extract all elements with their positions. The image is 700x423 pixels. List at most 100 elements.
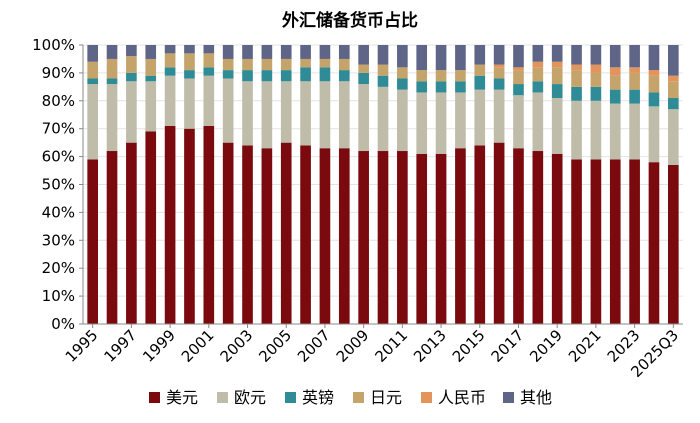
bar-segment: [145, 45, 157, 59]
x-tick-label: 2021: [565, 326, 605, 366]
legend-swatch: [503, 392, 514, 403]
bar-segment: [648, 162, 660, 324]
bar-segment: [319, 81, 331, 149]
bar-segment: [338, 148, 350, 324]
bar-segment: [222, 78, 234, 143]
x-tick-label: 2005: [255, 326, 295, 366]
bar-segment: [280, 45, 292, 59]
bar-segment: [203, 75, 215, 126]
bar-segment: [222, 45, 234, 59]
bar-segment: [126, 81, 137, 143]
x-tick-label: 1999: [139, 326, 179, 366]
bar-segment: [145, 75, 157, 82]
bar-segment: [629, 89, 640, 104]
bar-segment: [261, 148, 273, 324]
bar-segment: [571, 70, 582, 87]
bar-segment: [358, 45, 369, 65]
legend-label: 其他: [520, 388, 552, 407]
bar-segment: [416, 70, 428, 82]
y-tick-label: 10%: [42, 287, 75, 305]
bar-segment: [590, 72, 602, 87]
bar-segment: [571, 159, 582, 324]
bar-segment: [416, 45, 428, 71]
bar-segment: [455, 45, 466, 71]
x-tick-label: 2011: [371, 326, 411, 366]
legend-swatch: [353, 392, 364, 403]
bar-segment: [571, 86, 582, 101]
bar-segment: [668, 45, 679, 76]
bar-segment: [590, 159, 602, 324]
x-tick-label: 2007: [294, 326, 334, 366]
bar-segment: [629, 159, 640, 324]
y-tick-label: 20%: [42, 259, 75, 277]
bar-segment: [222, 70, 234, 79]
bar-segment: [358, 64, 369, 73]
bar-segment: [164, 75, 176, 126]
legend-label: 美元: [166, 388, 198, 407]
bar-segment: [648, 106, 660, 163]
bar-segment: [338, 81, 350, 149]
bar-segment: [609, 159, 621, 324]
bar-segment: [203, 53, 215, 68]
bar-segment: [668, 164, 679, 324]
bar-segment: [551, 84, 563, 99]
bar-segment: [590, 100, 602, 160]
bar-segment: [590, 86, 602, 101]
bar-segment: [397, 151, 408, 324]
bar-segment: [551, 45, 563, 62]
y-tick-label: 90%: [42, 64, 75, 82]
bar-segment: [145, 131, 157, 324]
legend-label: 人民币: [438, 388, 486, 407]
bar-segment: [280, 81, 292, 143]
bar-segment: [513, 70, 524, 85]
bar-segment: [474, 89, 486, 146]
x-tick-label: 1997: [100, 326, 140, 366]
bar-segment: [609, 67, 621, 76]
bar-segment: [261, 70, 273, 82]
bar-segment: [203, 67, 215, 76]
bar-segment: [338, 45, 350, 59]
legend-swatch: [149, 392, 160, 403]
bar-segment: [513, 45, 524, 68]
bar-segment: [377, 151, 389, 324]
y-tick-label: 60%: [42, 148, 75, 166]
bar-segment: [184, 128, 195, 324]
bar-segment: [261, 81, 273, 149]
bar-segment: [87, 45, 98, 62]
bar-segment: [184, 78, 195, 129]
bar-segment: [416, 92, 428, 154]
bar-segment: [609, 103, 621, 160]
x-tick-label: 2009: [333, 326, 373, 366]
bar-segment: [493, 67, 505, 79]
bar-segment: [184, 53, 195, 71]
bar-segment: [106, 58, 118, 79]
bar-segment: [551, 98, 563, 154]
bar-segment: [493, 45, 505, 65]
legend-label: 日元: [370, 388, 402, 407]
x-tick-labels: 1995199719992001200320052007200920112013…: [62, 326, 682, 381]
bar-segment: [629, 72, 640, 90]
bar-segment: [435, 92, 447, 154]
bar-segment: [435, 45, 447, 71]
bar-segment: [145, 58, 157, 76]
bar-segment: [106, 78, 118, 85]
bar-segment: [106, 84, 118, 152]
bar-segment: [126, 72, 137, 82]
bar-segment: [319, 45, 331, 59]
bar-segment: [106, 151, 118, 324]
bar-segment: [571, 64, 582, 71]
bar-segment: [474, 75, 486, 90]
bar-segment: [513, 84, 524, 96]
bar-segment: [435, 81, 447, 93]
bar-segment: [242, 145, 253, 324]
bar-segment: [455, 148, 466, 324]
bar-segment: [532, 92, 544, 152]
bar-segment: [300, 45, 311, 59]
bar-segment: [551, 61, 563, 68]
bar-segment: [300, 67, 311, 82]
chart-title: 外汇储备货币占比: [282, 11, 418, 31]
legend-swatch: [421, 392, 432, 403]
bar-segment: [397, 89, 408, 152]
bar-segment: [455, 81, 466, 93]
bar-segment: [513, 95, 524, 149]
